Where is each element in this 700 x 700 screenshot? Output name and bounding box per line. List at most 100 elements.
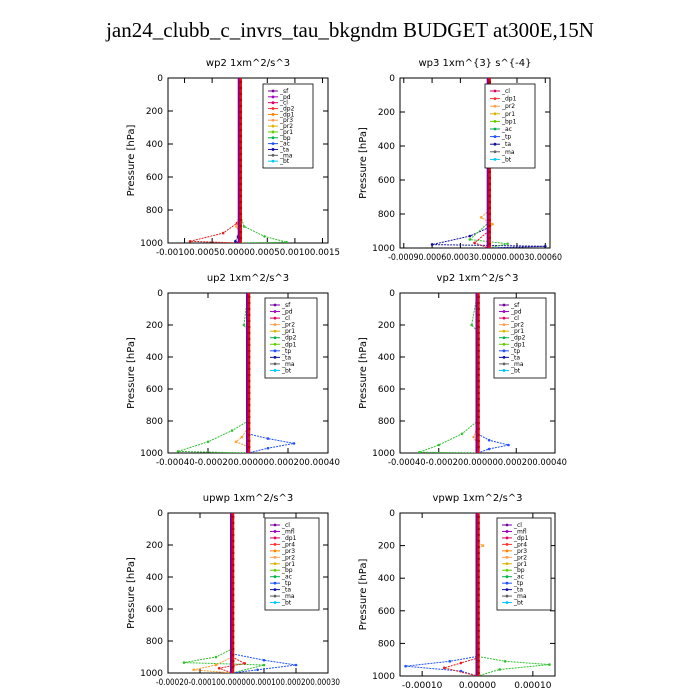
legend-marker xyxy=(271,124,275,128)
panel-2: wp3 1xm^{3} s^{-4} Pressure [hPa] 0 200 400 6… xyxy=(358,58,562,263)
series-point xyxy=(472,435,475,439)
y-tick-label: 200 xyxy=(378,542,395,552)
series-point xyxy=(285,240,288,243)
legend-marker xyxy=(502,355,506,359)
legend-label: _bp1 xyxy=(501,118,517,125)
series-point xyxy=(468,238,472,241)
y-tick-label: 400 xyxy=(146,353,163,363)
series-point xyxy=(418,450,421,453)
profile-marker xyxy=(239,176,243,180)
profile-marker xyxy=(477,587,480,591)
legend-label: _dp1 xyxy=(279,111,295,118)
series-point xyxy=(442,666,446,670)
profile-marker xyxy=(488,236,492,240)
legend-marker xyxy=(493,97,497,100)
legend-marker xyxy=(273,542,277,546)
profile-marker xyxy=(239,104,243,108)
y-tick-label: 0 xyxy=(157,509,163,519)
profile-marker xyxy=(477,385,480,389)
series-point xyxy=(188,240,192,243)
series-point xyxy=(543,245,547,248)
legend-label: _ac xyxy=(501,126,512,133)
series-point xyxy=(192,668,195,672)
legend-label: _dp2 xyxy=(279,106,295,113)
profile-marker xyxy=(231,521,235,525)
legend-label: _ac xyxy=(281,574,292,581)
profile-marker xyxy=(231,545,235,549)
legend-label: _pr1 xyxy=(513,561,527,568)
y-tick-label: 200 xyxy=(146,541,163,551)
legend-label: _tp xyxy=(501,134,511,141)
legend-label: _ma xyxy=(279,152,293,159)
y-tick-label: 600 xyxy=(146,385,163,395)
profile-marker xyxy=(477,433,480,437)
legend-marker xyxy=(502,310,506,313)
series-point xyxy=(234,240,237,243)
figure-title: jan24_clubb_c_invrs_tau_bkgndm BUDGET at… xyxy=(106,18,594,42)
legend-marker xyxy=(502,323,506,327)
y-axis-label: Pressure [hPa] xyxy=(358,127,369,199)
profile-marker xyxy=(477,319,480,323)
profile-marker xyxy=(231,587,235,591)
profile-marker xyxy=(231,659,235,663)
legend-label: _pd xyxy=(510,309,522,316)
legend-label: _dp1 xyxy=(281,535,297,542)
legend-label: _dp2 xyxy=(510,335,526,342)
y-tick-label: 600 xyxy=(378,176,395,186)
legend-marker xyxy=(502,316,506,320)
legend-label: _dp1 xyxy=(513,535,529,542)
profile-marker xyxy=(477,539,480,543)
x-tick-labels: -0.00020-0.000100.000000.000100.000200.0… xyxy=(156,678,340,688)
profile-marker xyxy=(231,575,235,579)
profile-marker xyxy=(231,527,235,531)
legend-marker xyxy=(505,581,509,585)
profile-marker xyxy=(477,599,480,603)
y-tick-label: 1000 xyxy=(140,449,163,459)
profile-marker xyxy=(239,128,243,132)
legend-marker xyxy=(502,369,506,372)
legend-marker xyxy=(493,150,497,154)
profile-marker xyxy=(477,659,480,663)
y-tick-label: 200 xyxy=(378,321,395,331)
panel-6: vpwp 1xm^2/s^3 Pressure [hPa] 0 200 400 600 80… xyxy=(358,493,556,691)
legend-label: _sf xyxy=(510,302,520,309)
legend-marker xyxy=(273,555,277,559)
profile-marker xyxy=(247,409,251,413)
profile-marker xyxy=(247,433,251,437)
legend-label: _tp xyxy=(281,580,291,587)
legend-label: _pr1 xyxy=(281,561,295,568)
y-tick-label: 600 xyxy=(378,607,395,617)
legend-label: _ta xyxy=(510,354,520,361)
panel-title: wp2 1xm^2/s^3 xyxy=(206,58,290,69)
legend-label: _pr2 xyxy=(281,322,295,329)
legend-label: _ma xyxy=(281,593,295,600)
legend: _sf_pd_cl_pr2_pr1_dp2_dp1_tp_ta_ma_bt xyxy=(264,297,318,379)
legend-marker xyxy=(273,536,277,540)
profile-marker xyxy=(477,439,480,443)
legend-marker xyxy=(273,342,277,346)
profile-marker xyxy=(239,164,243,168)
profile-marker xyxy=(488,194,492,198)
profile-marker xyxy=(239,122,243,126)
y-tick-label: 800 xyxy=(146,637,163,647)
profile-marker xyxy=(247,343,251,347)
profile-marker xyxy=(247,355,251,359)
y-tick-label: 1000 xyxy=(372,244,395,254)
profile-marker xyxy=(477,295,480,299)
profile-marker xyxy=(477,611,480,615)
profile-marker xyxy=(477,343,480,347)
legend-marker xyxy=(502,349,506,353)
profile-marker xyxy=(477,581,480,585)
legend-marker xyxy=(273,323,277,327)
series-point xyxy=(459,661,463,665)
legend-label: _pr3 xyxy=(281,548,295,555)
legend-marker xyxy=(493,89,497,93)
series-line-1 xyxy=(419,293,478,453)
series-point xyxy=(176,450,180,453)
legend-marker xyxy=(273,329,277,333)
plot-frame xyxy=(399,77,551,249)
profile-marker xyxy=(247,367,251,371)
series-point xyxy=(256,668,259,672)
profile-marker xyxy=(239,194,243,198)
